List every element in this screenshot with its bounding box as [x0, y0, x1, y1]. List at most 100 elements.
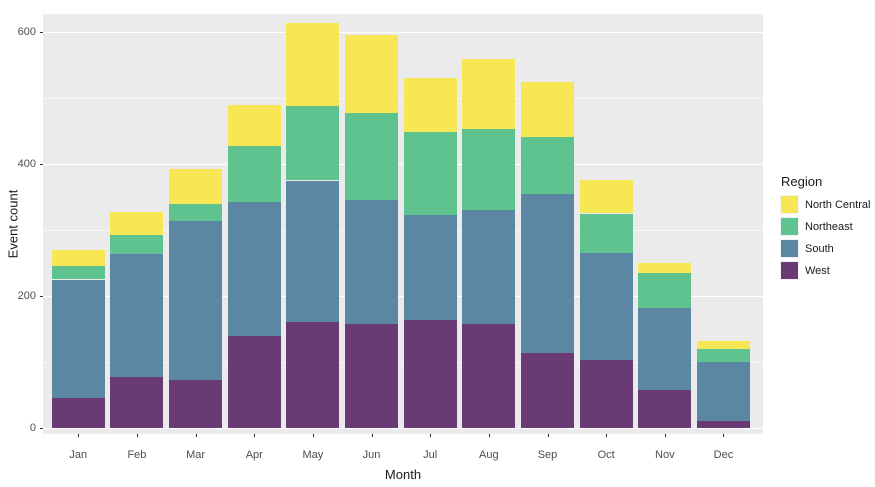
- x-tick-mark-Feb: [136, 434, 138, 437]
- legend-item-northeast: Northeast: [780, 217, 870, 236]
- bar-segment-Jan-west: [51, 398, 105, 428]
- x-tick-label-Jun: Jun: [362, 449, 381, 461]
- x-tick-label-Jul: Jul: [423, 449, 438, 461]
- bar-segment-Jun-west: [345, 324, 399, 428]
- x-tick-label-Jan: Jan: [69, 449, 88, 461]
- y-tick-label-400: 400: [17, 158, 36, 170]
- y-tick-mark-0: [40, 428, 43, 429]
- legend-key-swatch: [780, 239, 799, 258]
- gridline-minor-100: [43, 362, 763, 363]
- bar-segment-Apr-north-central: [227, 104, 281, 146]
- bar-segment-Jun-south: [345, 200, 399, 325]
- legend-label: South: [805, 242, 834, 255]
- y-tick-mark-200: [40, 296, 43, 297]
- y-axis-title: Event count: [5, 189, 21, 259]
- legend-item-south: South: [780, 239, 870, 258]
- bar-segment-Jul-west: [403, 319, 457, 428]
- bar-segment-Oct-west: [579, 360, 633, 428]
- legend-label: North Central: [805, 198, 871, 211]
- bar-segment-Jul-south: [403, 215, 457, 320]
- bar-segment-Jun-north-central: [345, 34, 399, 113]
- bar-segment-Sep-northeast: [521, 136, 574, 194]
- bar-segment-Nov-north-central: [638, 263, 692, 273]
- bar-segment-May-northeast: [286, 105, 340, 181]
- bar-segment-Dec-west: [696, 421, 750, 428]
- legend-key-swatch: [780, 261, 799, 280]
- bar-segment-Oct-north-central: [579, 179, 633, 214]
- bar-segment-Aug-west: [462, 324, 516, 428]
- bar-segment-Jul-north-central: [403, 78, 457, 133]
- gridline-major-400: [43, 164, 763, 166]
- bar-segment-Jan-north-central: [51, 249, 105, 267]
- legend-key-swatch: [780, 195, 799, 214]
- bar-segment-Mar-north-central: [169, 169, 223, 205]
- bar-segment-Nov-west: [638, 389, 692, 428]
- bar-segment-Apr-west: [227, 335, 281, 428]
- bar-segment-Feb-south: [110, 253, 164, 378]
- bar-segment-Jan-northeast: [51, 266, 105, 280]
- x-tick-mark-Nov: [664, 434, 666, 437]
- x-tick-mark-Sep: [547, 434, 549, 437]
- bar-segment-Jan-south: [51, 279, 105, 399]
- x-tick-mark-Mar: [195, 434, 197, 437]
- x-tick-mark-Jun: [371, 434, 373, 437]
- bar-segment-Apr-northeast: [227, 145, 281, 202]
- x-tick-label-May: May: [302, 449, 324, 461]
- x-tick-mark-Oct: [606, 434, 608, 437]
- x-tick-mark-May: [312, 434, 314, 437]
- bar-segment-Oct-northeast: [579, 213, 633, 254]
- x-tick-label-Oct: Oct: [597, 449, 615, 461]
- bar-segment-Feb-west: [110, 377, 164, 428]
- bar-segment-May-south: [286, 180, 340, 322]
- y-tick-label-0: 0: [29, 422, 36, 434]
- bar-segment-Mar-south: [169, 220, 223, 380]
- bar-segment-Sep-north-central: [521, 81, 574, 137]
- bar-segment-Mar-northeast: [169, 204, 223, 221]
- x-tick-label-Feb: Feb: [127, 449, 147, 461]
- legend-item-west: West: [780, 261, 870, 280]
- bar-segment-Nov-south: [638, 307, 692, 390]
- legend-label: West: [805, 264, 830, 277]
- bar-segment-Dec-northeast: [696, 348, 750, 362]
- bar-segment-Sep-west: [521, 353, 574, 428]
- x-tick-label-Dec: Dec: [713, 449, 734, 461]
- bar-segment-May-west: [286, 321, 340, 428]
- x-tick-label-Mar: Mar: [186, 449, 206, 461]
- bar-segment-Apr-south: [227, 201, 281, 336]
- plot-panel: [43, 14, 763, 434]
- bar-segment-Feb-north-central: [110, 211, 164, 235]
- x-tick-mark-Dec: [723, 434, 725, 437]
- legend-key-swatch: [780, 217, 799, 236]
- gridline-major-600: [43, 32, 763, 34]
- gridline-major-200: [43, 296, 763, 298]
- y-tick-mark-600: [40, 32, 43, 33]
- legend-item-north-central: North Central: [780, 195, 871, 214]
- bar-segment-Jul-northeast: [403, 132, 457, 216]
- bar-segment-Dec-south: [696, 362, 750, 422]
- gridline-major-0: [43, 428, 763, 430]
- x-tick-label-Aug: Aug: [479, 449, 499, 461]
- bar-segment-Sep-south: [521, 193, 574, 354]
- x-tick-mark-Jul: [430, 434, 432, 437]
- bar-segment-Aug-south: [462, 210, 516, 325]
- x-axis-title: Month: [384, 467, 422, 482]
- x-tick-mark-Aug: [488, 434, 490, 437]
- bar-segment-May-north-central: [286, 23, 340, 106]
- x-tick-label-Apr: Apr: [245, 449, 263, 461]
- y-tick-mark-400: [40, 164, 43, 165]
- y-tick-label-600: 600: [17, 26, 36, 38]
- legend: Region North Central Northeast South West: [780, 174, 871, 284]
- legend-title: Region: [781, 174, 823, 189]
- bar-segment-Aug-north-central: [462, 59, 516, 129]
- bar-segment-Feb-northeast: [110, 234, 164, 254]
- legend-label: Northeast: [805, 220, 853, 233]
- x-tick-mark-Apr: [254, 434, 256, 437]
- gridline-minor-500: [43, 98, 763, 99]
- x-tick-mark-Jan: [78, 434, 80, 437]
- legend-items: North Central Northeast South West: [780, 195, 871, 280]
- bar-segment-Aug-northeast: [462, 129, 516, 211]
- bar-segment-Dec-north-central: [696, 340, 750, 349]
- bar-segment-Mar-west: [169, 379, 223, 428]
- gridline-minor-300: [43, 230, 763, 231]
